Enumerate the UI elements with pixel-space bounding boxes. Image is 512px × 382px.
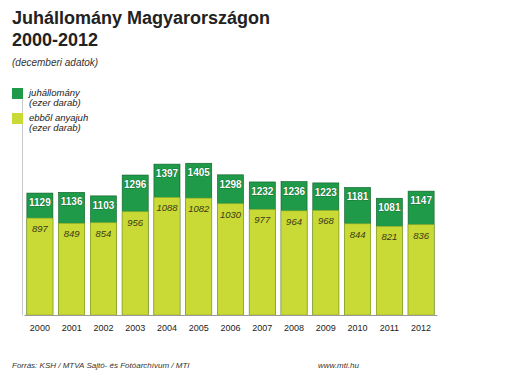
total-bar — [186, 163, 212, 315]
series-bars — [27, 163, 434, 315]
data-label: 1147 — [410, 195, 432, 206]
data-label: 964 — [286, 216, 302, 227]
x-tick-label: 2004 — [157, 323, 177, 333]
background — [0, 0, 512, 382]
total-bar — [345, 187, 371, 315]
total-bar — [122, 175, 148, 315]
x-tick-label: 2003 — [125, 323, 145, 333]
x-tick-label: 2002 — [93, 323, 113, 333]
x-tick-label: 2005 — [189, 323, 209, 333]
x-tick: 2006 — [220, 315, 240, 333]
data-label: 849 — [64, 228, 81, 239]
data-label: 1088 — [156, 202, 178, 213]
y-axis-line — [22, 100, 23, 316]
data-label: 1030 — [220, 209, 242, 220]
chart: Juhállomány Magyarországon2000-2012 (dece… — [0, 0, 512, 382]
legend-label: juhállomány(ezer darab) — [27, 87, 81, 108]
total-bar — [281, 182, 307, 315]
x-tick: 2012 — [411, 315, 431, 333]
x-tick: 2008 — [284, 315, 304, 333]
data-label: 844 — [350, 229, 366, 240]
ewe-bar — [90, 223, 116, 315]
data-label: 1236 — [283, 186, 306, 197]
data-label: 1082 — [188, 203, 210, 214]
x-tick: 2003 — [125, 315, 145, 333]
series-bars — [27, 197, 434, 315]
x-tick-label: 2011 — [380, 323, 399, 333]
ewe-bar — [281, 211, 307, 315]
data-label: 977 — [254, 214, 271, 225]
ewe-bar — [186, 198, 212, 315]
data-label: 968 — [318, 215, 335, 226]
total-bar — [249, 182, 275, 315]
x-tick: 2000 — [30, 315, 50, 333]
ewe-bar — [59, 223, 85, 315]
ewe-bar — [408, 225, 434, 315]
x-tick: 2002 — [93, 315, 113, 333]
x-tick: 2007 — [252, 315, 272, 333]
subtitle: (decemberi adatok) — [12, 57, 98, 68]
data-label: 1223 — [315, 187, 338, 198]
total-bar — [313, 183, 339, 315]
total-bar — [27, 193, 53, 315]
data-label: 1296 — [124, 179, 147, 190]
x-tick: 2010 — [348, 315, 368, 333]
annotation: www.mti.hu — [318, 361, 359, 370]
data-label: 1129 — [29, 197, 51, 208]
x-axis-line — [25, 315, 438, 316]
annotation: Forrás: KSH / MTVA Sajtó- és Fotóarchívu… — [12, 361, 190, 370]
data-label: 1103 — [93, 200, 115, 211]
x-tick-label: 2007 — [252, 323, 272, 333]
data-label: 897 — [32, 223, 49, 234]
x-tick: 2004 — [157, 315, 177, 333]
data-label: 821 — [381, 231, 397, 242]
legend-swatch — [12, 88, 23, 99]
title: Juhállomány Magyarországon2000-2012 — [12, 8, 270, 50]
total-bar — [154, 164, 180, 315]
ewe-bar — [313, 210, 339, 315]
x-tick-label: 2012 — [411, 323, 431, 333]
ewe-bar — [345, 224, 371, 315]
x-tick-label: 2001 — [62, 323, 82, 333]
x-tick-label: 2000 — [30, 323, 50, 333]
total-bar — [408, 191, 434, 315]
x-tick-label: 2008 — [284, 323, 304, 333]
data-label: 956 — [127, 217, 144, 228]
data-label: 1081 — [378, 202, 401, 213]
legend-swatch — [12, 113, 23, 124]
ewe-bar — [154, 197, 180, 315]
total-bar — [90, 196, 116, 315]
x-tick-label: 2010 — [348, 323, 368, 333]
total-bar — [59, 192, 85, 315]
data-label: 1136 — [61, 196, 83, 207]
data-label: 1405 — [188, 167, 211, 178]
ewe-bar — [27, 218, 53, 315]
data-labels: 1129 1136 1103 1296 1397 1405 1298 1232 1236 1223… — [29, 167, 432, 242]
x-tick: 2005 — [189, 315, 209, 333]
ewe-bar — [217, 204, 243, 315]
legend: juhállomány(ezer darab) ebből anyajuh(eze… — [12, 87, 88, 133]
ewe-bar — [122, 212, 148, 315]
x-axis: 2000 2001 2002 2003 2004 2005 2006 2007 2008 2009… — [25, 315, 438, 333]
x-tick: 2011 — [380, 315, 399, 333]
bars — [27, 163, 434, 315]
data-label: 836 — [413, 230, 430, 241]
data-label: 1232 — [251, 186, 274, 197]
x-tick-label: 2009 — [316, 323, 336, 333]
ewe-bar — [249, 209, 275, 315]
x-tick: 2001 — [62, 315, 82, 333]
y-axis — [22, 100, 23, 316]
data-label: 1181 — [347, 191, 369, 202]
x-tick-label: 2006 — [220, 323, 240, 333]
data-label: 1397 — [156, 168, 179, 179]
total-bar — [376, 198, 402, 315]
x-tick: 2009 — [316, 315, 336, 333]
data-label: 854 — [95, 228, 111, 239]
ewe-bar — [376, 226, 402, 315]
total-bar — [217, 175, 243, 315]
legend-label: ebből anyajuh(ezer darab) — [29, 112, 88, 133]
data-label: 1298 — [219, 179, 242, 190]
